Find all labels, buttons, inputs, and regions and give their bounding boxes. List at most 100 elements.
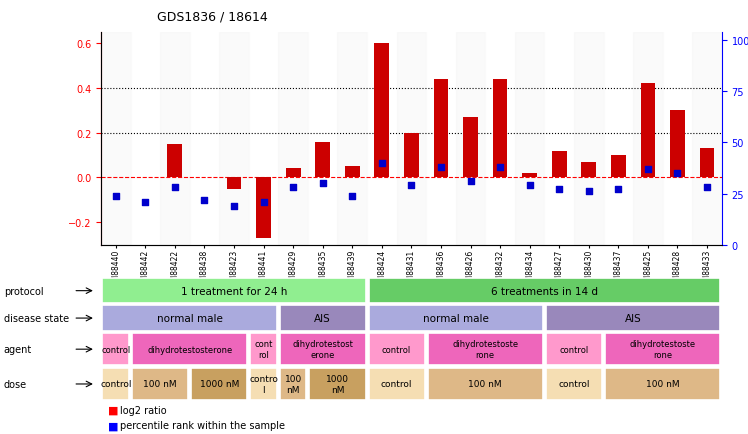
Bar bbox=[428, 368, 543, 400]
Text: contro
l: contro l bbox=[249, 375, 278, 394]
Text: 1000
nM: 1000 nM bbox=[326, 375, 349, 394]
Bar bbox=[633, 33, 663, 245]
Bar bbox=[310, 368, 366, 400]
Bar bbox=[369, 306, 543, 331]
Bar bbox=[102, 368, 129, 400]
Point bbox=[642, 166, 654, 173]
Bar bbox=[546, 306, 720, 331]
Bar bbox=[692, 33, 722, 245]
Text: dose: dose bbox=[4, 379, 27, 389]
Bar bbox=[101, 33, 131, 245]
Bar bbox=[640, 84, 655, 178]
Point bbox=[375, 160, 387, 167]
Text: control: control bbox=[100, 380, 132, 388]
Text: control: control bbox=[382, 345, 411, 354]
Bar bbox=[369, 333, 425, 365]
Bar bbox=[280, 306, 366, 331]
Bar bbox=[663, 33, 692, 245]
Text: percentile rank within the sample: percentile rank within the sample bbox=[120, 421, 285, 430]
Point bbox=[346, 193, 358, 200]
Bar bbox=[251, 368, 277, 400]
Bar bbox=[574, 33, 604, 245]
Text: control: control bbox=[381, 380, 412, 388]
Point bbox=[465, 178, 476, 185]
Text: ■: ■ bbox=[108, 405, 119, 415]
Point bbox=[110, 193, 122, 200]
Text: 6 treatments in 14 d: 6 treatments in 14 d bbox=[491, 286, 598, 296]
Bar bbox=[485, 33, 515, 245]
Text: control: control bbox=[101, 345, 130, 354]
Text: agent: agent bbox=[4, 345, 32, 354]
Bar bbox=[219, 33, 249, 245]
Bar bbox=[256, 178, 271, 239]
Bar bbox=[456, 33, 485, 245]
Bar bbox=[375, 44, 389, 178]
Point bbox=[257, 199, 269, 206]
Text: control: control bbox=[558, 380, 589, 388]
Point bbox=[494, 164, 506, 171]
Point bbox=[316, 181, 328, 187]
Text: 100 nM: 100 nM bbox=[144, 380, 177, 388]
Text: normal male: normal male bbox=[423, 313, 488, 323]
Bar bbox=[316, 142, 330, 178]
Bar bbox=[434, 79, 448, 178]
Bar bbox=[132, 333, 248, 365]
Text: dihydrotestosterone: dihydrotestosterone bbox=[147, 345, 233, 354]
Bar bbox=[515, 33, 545, 245]
Point bbox=[228, 203, 240, 210]
Text: log2 ratio: log2 ratio bbox=[120, 405, 166, 415]
Bar bbox=[102, 306, 277, 331]
Bar bbox=[605, 368, 720, 400]
Point bbox=[524, 182, 536, 189]
Text: GDS1836 / 18614: GDS1836 / 18614 bbox=[157, 11, 268, 24]
Bar bbox=[604, 33, 633, 245]
Text: normal male: normal male bbox=[157, 313, 223, 323]
Bar bbox=[280, 333, 366, 365]
Text: 100 nM: 100 nM bbox=[468, 380, 502, 388]
Bar bbox=[522, 174, 537, 178]
Bar bbox=[611, 156, 626, 178]
Bar bbox=[286, 169, 301, 178]
Bar bbox=[337, 33, 367, 245]
Bar bbox=[190, 33, 219, 245]
Bar bbox=[428, 333, 543, 365]
Bar bbox=[605, 333, 720, 365]
Bar bbox=[131, 33, 160, 245]
Text: AIS: AIS bbox=[625, 313, 642, 323]
Text: AIS: AIS bbox=[314, 313, 331, 323]
Bar bbox=[552, 151, 566, 178]
Text: cont
rol: cont rol bbox=[254, 340, 273, 359]
Point bbox=[554, 187, 565, 194]
Text: 100 nM: 100 nM bbox=[646, 380, 679, 388]
Text: disease state: disease state bbox=[4, 313, 69, 323]
Bar bbox=[102, 333, 129, 365]
Bar bbox=[191, 368, 248, 400]
Bar bbox=[168, 145, 183, 178]
Bar bbox=[404, 133, 419, 178]
Bar bbox=[132, 368, 188, 400]
Text: dihydrotestost
erone: dihydrotestost erone bbox=[292, 340, 353, 359]
Bar bbox=[396, 33, 426, 245]
Text: control: control bbox=[560, 345, 589, 354]
Bar bbox=[545, 33, 574, 245]
Point bbox=[405, 182, 417, 189]
Bar bbox=[699, 149, 714, 178]
Bar bbox=[581, 162, 596, 178]
Bar bbox=[369, 279, 720, 303]
Point bbox=[169, 184, 181, 191]
Text: 1000 nM: 1000 nM bbox=[200, 380, 239, 388]
Point bbox=[613, 187, 625, 194]
Bar bbox=[160, 33, 190, 245]
Bar bbox=[369, 368, 425, 400]
Text: dihydrotestoste
rone: dihydrotestoste rone bbox=[630, 340, 696, 359]
Text: ■: ■ bbox=[108, 421, 119, 430]
Bar bbox=[278, 33, 308, 245]
Bar bbox=[308, 33, 337, 245]
Bar bbox=[249, 33, 278, 245]
Text: protocol: protocol bbox=[4, 286, 43, 296]
Bar bbox=[367, 33, 396, 245]
Point bbox=[672, 170, 684, 177]
Bar bbox=[546, 333, 602, 365]
Bar bbox=[670, 111, 685, 178]
Bar bbox=[493, 79, 507, 178]
